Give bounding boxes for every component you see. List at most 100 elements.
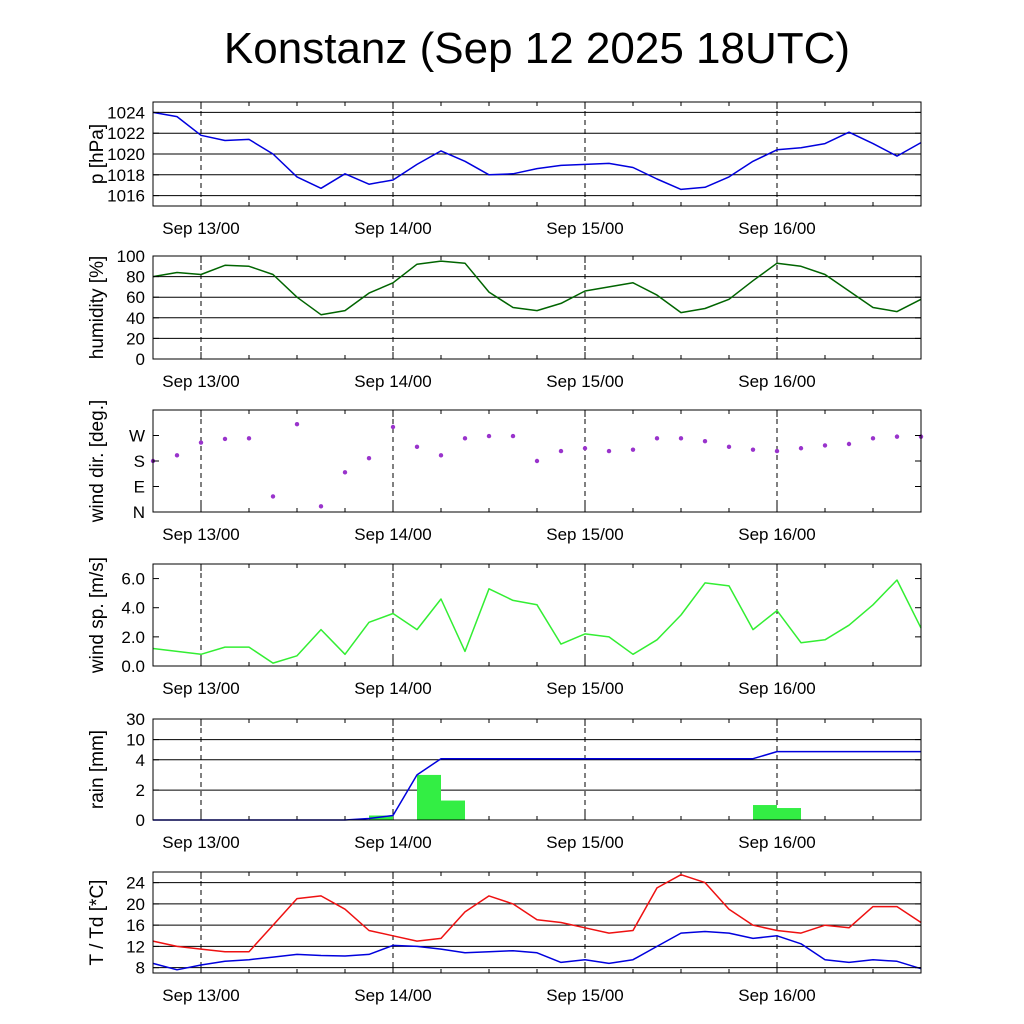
panel-2-series-0-point — [294, 421, 300, 427]
panel-2-y-tick-label: W — [129, 427, 145, 446]
panel-4-y-tick-label: 4 — [136, 751, 145, 770]
panel-4-rain-bar — [441, 800, 465, 820]
panel-4-date-label: Sep 16/00 — [738, 833, 816, 852]
panel-2-series-0-point — [774, 448, 780, 454]
chart-title: Konstanz (Sep 12 2025 18UTC) — [223, 24, 851, 73]
panel-4-y-tick-label: 0 — [136, 811, 145, 830]
panel-2-series-0-point — [630, 447, 636, 452]
panel-2-date-label: Sep 13/00 — [162, 525, 240, 544]
panel-3-series-0-line — [152, 579, 922, 664]
panel-3-date-label: Sep 13/00 — [162, 679, 240, 698]
panel-4-y-tick-label: 30 — [126, 710, 145, 729]
panel-5-y-tick-label: 12 — [126, 937, 145, 956]
panel-2-y-tick-label: E — [134, 478, 145, 497]
panel-3-y-tick-label: 4.0 — [121, 599, 145, 618]
panel-5-date-label: Sep 14/00 — [354, 986, 432, 1005]
panel-1-y-axis-label: humidity [%] — [87, 256, 108, 359]
panel-4-date-label: Sep 15/00 — [546, 833, 624, 852]
panel-1-y-tick-label: 20 — [126, 329, 145, 348]
panel-2-date-label: Sep 15/00 — [546, 525, 624, 544]
panel-5-y-tick-label: 8 — [136, 959, 145, 978]
panel-2-series-0-point — [702, 438, 708, 444]
panel-1-date-label: Sep 16/00 — [738, 372, 816, 391]
panel-3-y-tick-label: 0.0 — [121, 657, 145, 676]
panel-2-date-label: Sep 14/00 — [354, 525, 432, 544]
panel-1-y-tick-label: 60 — [126, 288, 145, 307]
panel-5-y-axis-label: T / Td [*C] — [87, 880, 108, 966]
panel-2-series-0-point — [174, 453, 180, 458]
panel-0-date-label: Sep 14/00 — [354, 219, 432, 238]
panel-5-series-1-line — [152, 930, 922, 971]
panel-5-y-tick-label: 20 — [126, 895, 145, 914]
panel-2-y-tick-label: S — [134, 452, 145, 471]
panel-4-frame — [152, 718, 922, 821]
panel-2-series-0-point — [246, 436, 252, 441]
panel-4-rain-bar — [777, 808, 801, 820]
panel-3-date-label: Sep 16/00 — [738, 679, 816, 698]
panel-3-date-label: Sep 15/00 — [546, 679, 624, 698]
panel-2-series-0-point — [366, 455, 372, 461]
panel-1-y-tick-label: 0 — [136, 350, 145, 369]
panel-0-y-axis-label: p [hPa] — [87, 124, 108, 184]
panel-2-series-0-point — [654, 436, 660, 441]
panel-1-date-label: Sep 13/00 — [162, 372, 240, 391]
panel-2-series-0-point — [510, 433, 516, 439]
panel-1-date-label: Sep 14/00 — [354, 372, 432, 391]
panel-2-series-0-point — [894, 434, 900, 439]
panel-2-series-0-point — [462, 436, 468, 441]
panel-0-date-label: Sep 13/00 — [162, 219, 240, 238]
panel-0-series-0-line — [152, 111, 922, 191]
panel-1-y-tick-label: 40 — [126, 309, 145, 328]
panel-2-series-0-point — [558, 448, 564, 454]
panel-2-series-0-point — [342, 470, 348, 475]
panel-2-series-0-point — [870, 436, 876, 441]
panel-5-date-label: Sep 13/00 — [162, 986, 240, 1005]
panel-1-y-tick-label: 80 — [126, 268, 145, 287]
panel-2-series-0-point — [390, 424, 396, 430]
panel-5-date-label: Sep 16/00 — [738, 986, 816, 1005]
panel-0-date-label: Sep 15/00 — [546, 219, 624, 238]
panel-5-frame — [152, 871, 922, 974]
panel-0-y-tick-label: 1020 — [107, 145, 145, 164]
panel-2-date-label: Sep 16/00 — [738, 525, 816, 544]
panel-2-series-0-point — [222, 436, 228, 442]
panel-3-date-label: Sep 14/00 — [354, 679, 432, 698]
panel-3-frame — [152, 563, 922, 667]
panel-0-y-tick-label: 1018 — [107, 166, 145, 185]
panel-0-y-tick-label: 1022 — [107, 124, 145, 143]
panel-0-date-label: Sep 16/00 — [738, 219, 816, 238]
panel-5-date-label: Sep 15/00 — [546, 986, 624, 1005]
panel-4-y-axis-label: rain [mm] — [87, 730, 108, 809]
panel-0-y-tick-label: 1024 — [107, 103, 145, 122]
panel-2-series-0-point — [582, 446, 588, 451]
panel-2-series-0-point — [318, 504, 324, 509]
panel-2-series-0-point — [606, 448, 612, 454]
panel-4-series-0-line — [153, 750, 921, 821]
panel-3-y-tick-label: 2.0 — [121, 628, 145, 647]
panel-4-date-label: Sep 14/00 — [354, 833, 432, 852]
panel-2-series-0-point — [270, 494, 276, 499]
panel-5-y-tick-label: 16 — [126, 916, 145, 935]
panel-3-y-axis-label: wind sp. [m/s] — [87, 557, 108, 674]
panel-2-series-0-point — [798, 446, 804, 451]
panel-2-series-0-point — [678, 436, 684, 441]
panel-4-rain-bar — [753, 805, 777, 820]
panel-2-series-0-point — [486, 433, 492, 439]
panel-4-y-tick-label: 2 — [136, 781, 145, 800]
panel-2-series-0-point — [750, 447, 756, 452]
panel-1-y-tick-label: 100 — [117, 247, 145, 266]
panel-1-frame — [152, 255, 922, 360]
panel-4-date-label: Sep 13/00 — [162, 833, 240, 852]
panel-0-y-tick-label: 1016 — [107, 187, 145, 206]
panel-2-y-tick-label: N — [133, 503, 145, 522]
panel-1-date-label: Sep 15/00 — [546, 372, 624, 391]
panel-2-series-0-point — [534, 458, 540, 464]
panel-2-series-0-point — [846, 441, 852, 447]
panel-2-series-0-point — [438, 453, 444, 458]
panel-2-series-0-point — [726, 444, 732, 450]
panel-1-series-0-line — [152, 260, 922, 316]
panel-5-y-tick-label: 24 — [126, 874, 145, 893]
panel-4-rain-bar — [417, 774, 441, 820]
